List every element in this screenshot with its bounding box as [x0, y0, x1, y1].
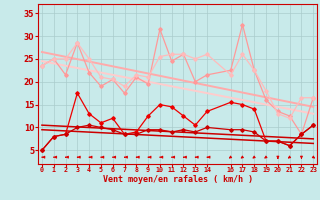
- X-axis label: Vent moyen/en rafales ( km/h ): Vent moyen/en rafales ( km/h ): [103, 175, 252, 184]
